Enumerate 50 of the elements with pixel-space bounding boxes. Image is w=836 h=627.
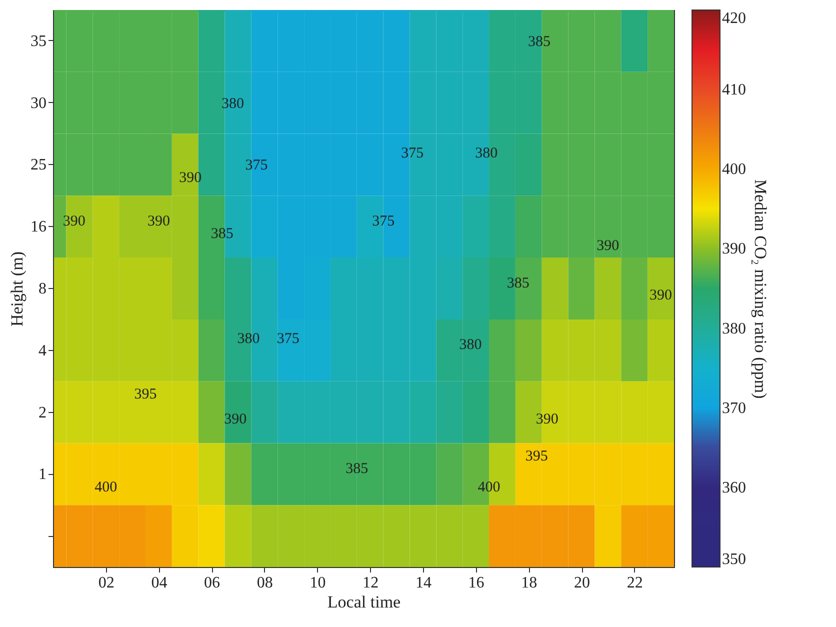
annotation: 390 xyxy=(536,411,558,428)
annotation: 400 xyxy=(478,480,500,496)
y-tick-label: 35 xyxy=(30,32,46,50)
x-tick-label: 08 xyxy=(256,574,273,592)
x-axis-title: Local time xyxy=(327,592,401,612)
color-bar-label: 410 xyxy=(722,82,746,99)
y-tick-label: 1 xyxy=(38,466,46,484)
y-tick-label: 2 xyxy=(38,404,46,422)
annotation: 375 xyxy=(372,213,395,230)
annotation: 390 xyxy=(650,288,672,304)
annotation: 400 xyxy=(94,480,118,496)
annotation: 390 xyxy=(147,213,170,230)
y-tick-label: 8 xyxy=(38,280,46,298)
annotation: 380 xyxy=(459,337,482,354)
color-bar-label: 400 xyxy=(722,161,746,178)
x-tick-label: 06 xyxy=(204,574,220,592)
color-bar-label: 360 xyxy=(722,479,746,496)
annotation: 375 xyxy=(245,158,268,174)
color-bar-title: Median CO₂ mixing ratio (ppm) xyxy=(751,179,770,399)
color-bar-label: 380 xyxy=(722,320,746,338)
y-tick-label: 4 xyxy=(38,342,46,360)
x-tick-label: 22 xyxy=(626,574,643,592)
annotation: 380 xyxy=(221,96,244,112)
x-tick-label: 12 xyxy=(362,574,379,592)
annotation: 390 xyxy=(596,238,620,254)
color-bar-label: 390 xyxy=(722,240,746,258)
x-tick-label: 02 xyxy=(98,574,114,592)
x-tick-label: 20 xyxy=(574,574,590,592)
color-bar-label: 350 xyxy=(722,551,746,568)
y-axis-title: Height (m) xyxy=(8,251,26,327)
color-bar-label: 420 xyxy=(722,10,746,27)
annotation: 380 xyxy=(237,331,260,348)
x-tick-label: 10 xyxy=(310,574,326,592)
annotation: 390 xyxy=(62,213,86,230)
y-tick-label: 25 xyxy=(30,156,46,174)
annotation: 395 xyxy=(525,448,548,465)
annotation: 385 xyxy=(346,460,368,477)
annotation: 375 xyxy=(401,145,424,162)
x-tick-label: 18 xyxy=(521,574,538,592)
annotation: 385 xyxy=(528,34,550,50)
annotation: 380 xyxy=(475,145,498,162)
y-tick-label: 16 xyxy=(30,218,46,236)
x-tick-label: 04 xyxy=(151,574,168,592)
y-tick-label: 30 xyxy=(30,94,46,112)
x-tick-label: 14 xyxy=(415,574,432,592)
annotation: 375 xyxy=(276,331,300,348)
annotation: 395 xyxy=(134,386,157,403)
x-tick-label: 16 xyxy=(468,574,484,592)
annotation: 385 xyxy=(506,275,530,292)
color-bar-label: 370 xyxy=(722,400,746,417)
